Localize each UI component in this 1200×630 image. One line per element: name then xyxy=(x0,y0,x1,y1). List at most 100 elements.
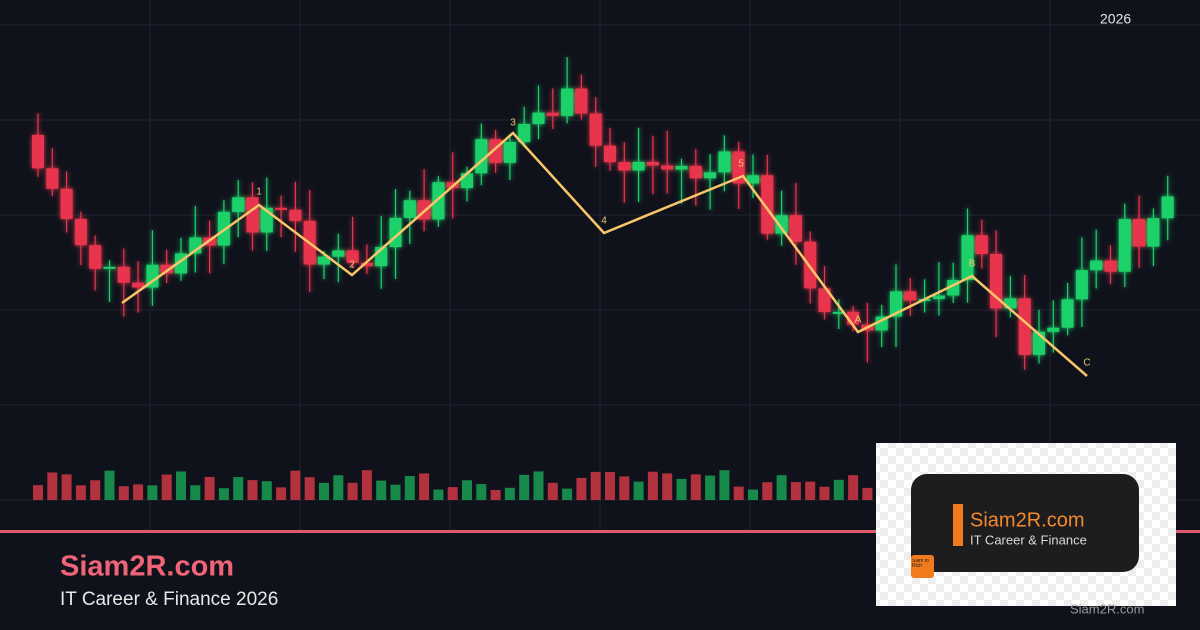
candle xyxy=(575,88,588,114)
candle xyxy=(146,264,159,288)
logo-badge-text-box: Siam to Rich xyxy=(912,559,929,569)
volume-bar xyxy=(848,475,859,500)
footer-subtitle: IT Career & Finance 2026 xyxy=(60,589,278,610)
volume-bar xyxy=(261,481,272,500)
volume-bar xyxy=(519,474,530,500)
wave-label: 5 xyxy=(738,159,744,170)
candle xyxy=(775,215,788,234)
volume-bar xyxy=(833,479,844,500)
volume-bar xyxy=(605,472,615,500)
candle xyxy=(546,112,559,116)
candle xyxy=(890,291,902,317)
candle xyxy=(561,88,574,116)
candle xyxy=(103,266,116,269)
candle xyxy=(618,162,631,171)
wave: 1 2 3 4 5 A B C xyxy=(121,118,1091,377)
candle xyxy=(961,235,974,280)
volume-bar xyxy=(176,471,186,500)
volume-bar xyxy=(47,472,58,500)
candle xyxy=(318,256,330,265)
volume-bar xyxy=(476,484,487,500)
candle xyxy=(718,151,731,173)
candle xyxy=(804,241,817,289)
volume-bar xyxy=(576,477,587,500)
volume-bar xyxy=(376,480,387,500)
volume-bar xyxy=(705,475,716,500)
candle xyxy=(632,161,645,171)
wave-label: C xyxy=(1083,358,1090,369)
wave-label: A xyxy=(855,315,862,326)
volume-bar xyxy=(276,487,287,500)
candle xyxy=(132,282,145,288)
wave-line xyxy=(121,131,1088,377)
volume-bar xyxy=(490,489,501,500)
candle xyxy=(232,197,245,212)
volume-bar xyxy=(862,487,873,500)
logo-card xyxy=(911,474,1139,572)
candle xyxy=(89,245,102,269)
logo-bar xyxy=(953,504,963,546)
candle xyxy=(346,250,359,263)
candle xyxy=(904,291,917,301)
candle xyxy=(32,135,44,169)
candle xyxy=(747,175,759,184)
volume-bar xyxy=(218,488,229,500)
candle xyxy=(1118,219,1131,272)
candle xyxy=(789,215,802,242)
volume-bar xyxy=(118,486,129,500)
candle xyxy=(518,124,531,142)
volume-bar xyxy=(619,476,630,500)
candle xyxy=(689,165,702,179)
volume-bar xyxy=(462,480,472,500)
candle xyxy=(403,200,416,218)
volume-bar xyxy=(762,482,773,500)
volume-bar xyxy=(161,474,172,500)
candle xyxy=(589,113,602,146)
volume-bar xyxy=(547,482,558,500)
logo: Siam2R.com IT Career & Finance Siam to R… xyxy=(876,443,1176,606)
candle xyxy=(1004,298,1017,309)
volume-bar xyxy=(447,487,458,500)
volume-bar xyxy=(776,475,787,500)
divider xyxy=(0,530,1200,533)
volume-bar xyxy=(647,471,658,500)
candle xyxy=(1104,260,1117,272)
candle xyxy=(1075,270,1088,300)
candle xyxy=(1133,219,1146,247)
wave-label: 1 xyxy=(256,187,262,198)
candle xyxy=(1090,260,1103,271)
volume-bar xyxy=(75,485,86,500)
volume-bar xyxy=(104,470,115,500)
candle xyxy=(275,207,288,210)
wave-label: B xyxy=(969,259,976,270)
candle xyxy=(46,168,59,189)
volume-bar xyxy=(419,473,430,500)
candle xyxy=(975,235,988,255)
candle xyxy=(1147,218,1160,247)
volume-bar xyxy=(748,489,758,500)
wave-label: 4 xyxy=(601,216,607,227)
logo-subtitle: IT Career & Finance xyxy=(970,532,1087,547)
volume-bar xyxy=(633,481,644,500)
volume-bar xyxy=(404,476,415,500)
volume-bar xyxy=(247,480,258,500)
candle xyxy=(360,262,373,267)
year: 2026 xyxy=(1100,11,1131,27)
volume-bar xyxy=(190,485,201,500)
volume-bar xyxy=(233,477,244,500)
volume-bar xyxy=(433,489,444,500)
credit: Siam2R.com xyxy=(1070,601,1144,616)
volume-bar xyxy=(319,482,329,500)
candle xyxy=(461,173,473,189)
candle xyxy=(1047,327,1060,332)
wave-label: 3 xyxy=(510,118,516,129)
candle xyxy=(1061,299,1074,328)
logo-badge-text: Siam to Rich xyxy=(912,559,929,569)
candle xyxy=(74,218,87,246)
volume-bar xyxy=(690,474,701,500)
candle xyxy=(332,250,345,257)
volume-bar xyxy=(533,471,544,500)
volume-bar xyxy=(819,486,830,500)
volume-bar xyxy=(304,477,315,500)
candle xyxy=(432,182,445,220)
